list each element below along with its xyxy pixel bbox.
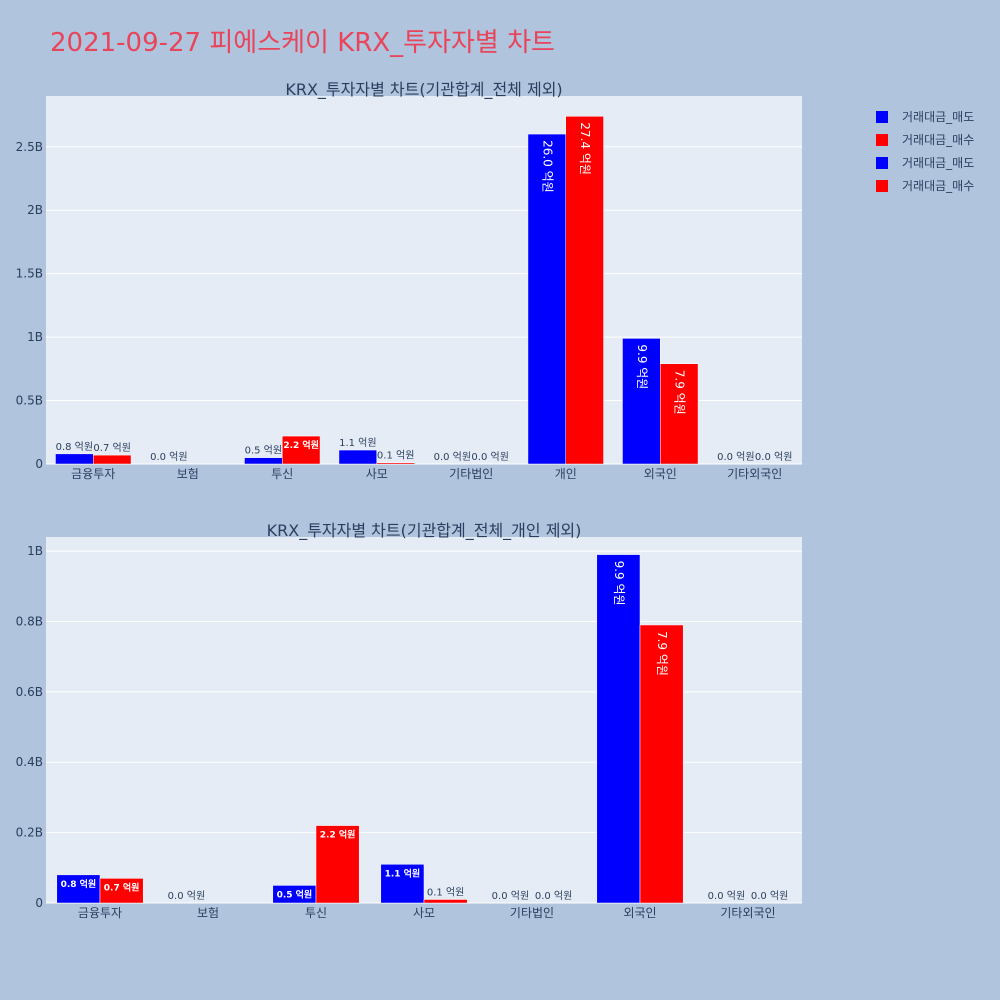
- y-tick-label: 0.2B: [16, 826, 43, 840]
- y-tick-label: 2.5B: [16, 140, 43, 154]
- y-tick-label: 0: [35, 457, 43, 471]
- data-label: 26.0 억원: [540, 140, 554, 193]
- data-label: 0.5 억원: [277, 888, 313, 900]
- bar[interactable]: [622, 338, 661, 465]
- chart-2: 0 0.2B 0.4B 0.6B 0.8B 1B KRX_투자자별 차트(기관합계_전체_개…: [16, 521, 802, 920]
- bar[interactable]: [596, 554, 641, 904]
- data-label: 9.9 억원: [612, 561, 626, 606]
- data-label: 27.4 억원: [578, 122, 592, 175]
- bar[interactable]: [380, 864, 425, 904]
- legend-label: 거래대금_매도: [902, 110, 975, 124]
- legend-item[interactable]: 거래대금_매도: [876, 105, 974, 128]
- data-label: 0.8 억원: [61, 878, 97, 890]
- data-label: 7.9 억원: [655, 631, 669, 676]
- data-label: 1.1 억원: [385, 867, 421, 879]
- data-label: 0.7 억원: [104, 881, 140, 893]
- legend-item[interactable]: 거래대금_매수: [876, 128, 974, 151]
- x-tick-label: 사모: [366, 467, 388, 481]
- bar[interactable]: [282, 435, 321, 465]
- data-label: 0.1 억원: [377, 450, 414, 462]
- x-tick-label: 금융투자: [78, 906, 122, 920]
- data-label: 9.9 억원: [635, 344, 649, 389]
- bar[interactable]: [93, 454, 132, 465]
- y-tick-label: 1.5B: [16, 267, 43, 281]
- x-tick-label: 투신: [305, 906, 327, 920]
- data-label: 0.0 억원: [471, 451, 508, 463]
- data-label: 0.0 억원: [755, 451, 792, 463]
- data-label: 0.7 억원: [93, 442, 130, 454]
- legend-swatch: [876, 179, 888, 192]
- data-label: 0.8 억원: [56, 441, 93, 453]
- data-label: 0.0 억원: [717, 451, 754, 463]
- data-label: 7.9 억원: [673, 370, 687, 415]
- legend-label: 거래대금_매수: [902, 133, 975, 147]
- y-tick-label: 0.8B: [16, 614, 43, 628]
- data-label: 2.2 억원: [283, 439, 319, 451]
- legend-item[interactable]: 거래대금_매수: [876, 174, 974, 197]
- y-tick-label: 2B: [27, 203, 43, 217]
- bar[interactable]: [55, 453, 94, 465]
- x-tick-label: 외국인: [623, 906, 656, 920]
- y-tick-label: 1B: [27, 330, 43, 344]
- bar[interactable]: [244, 457, 283, 465]
- bar[interactable]: [639, 624, 684, 904]
- legend-label: 거래대금_매도: [902, 156, 975, 170]
- bar[interactable]: [660, 363, 699, 465]
- data-label: 2.2 억원: [320, 829, 356, 841]
- bar[interactable]: [527, 133, 567, 465]
- bar[interactable]: [565, 116, 604, 465]
- plot-area: [46, 537, 802, 903]
- bar[interactable]: [376, 462, 415, 465]
- data-label: 0.1 억원: [427, 886, 464, 898]
- bar[interactable]: [423, 899, 468, 904]
- x-tick-label: 기타법인: [510, 906, 554, 920]
- x-tick-label: 사모: [413, 906, 435, 920]
- bar[interactable]: [99, 878, 144, 904]
- data-label: 0.0 억원: [492, 890, 529, 902]
- bar[interactable]: [338, 449, 378, 465]
- data-label: 0.0 억원: [535, 890, 572, 902]
- data-label: 0.0 억원: [434, 451, 471, 463]
- legend-swatch: [876, 110, 888, 123]
- data-label: 0.0 억원: [708, 890, 745, 902]
- legend-label: 거래대금_매수: [902, 179, 975, 193]
- data-label: 1.1 억원: [339, 437, 376, 449]
- x-tick-label: 보험: [177, 467, 199, 481]
- x-tick-label: 개인: [555, 467, 577, 481]
- bar[interactable]: [315, 825, 360, 904]
- x-tick-label: 기타외국인: [727, 467, 782, 481]
- y-tick-label: 0.4B: [16, 755, 43, 769]
- x-tick-label: 외국인: [644, 467, 677, 481]
- x-tick-label: 기타법인: [449, 467, 493, 481]
- legend: 거래대금_매도 거래대금_매수 거래대금_매도 거래대금_매수: [876, 105, 974, 197]
- data-label: 0.5 억원: [245, 445, 282, 457]
- page-title: 2021-09-27 피에스케이 KRX_투자자별 차트: [50, 28, 555, 58]
- bar[interactable]: [56, 874, 101, 904]
- y-tick-label: 0.6B: [16, 685, 43, 699]
- legend-swatch: [876, 156, 888, 169]
- y-tick-label: 0.5B: [16, 394, 43, 408]
- x-tick-label: 금융투자: [71, 467, 115, 481]
- x-tick-label: 보험: [197, 906, 219, 920]
- data-label: 0.0 억원: [751, 890, 788, 902]
- data-label: 0.0 억원: [168, 890, 205, 902]
- x-tick-label: 투신: [271, 467, 293, 481]
- chart-1: 0 0.5B 1B 1.5B 2B 2.5B KRX_투자자별 차트(기관합계_전체 제외)…: [16, 80, 802, 481]
- chart-title: KRX_투자자별 차트(기관합계_전체 제외): [285, 80, 562, 100]
- y-tick-label: 0: [35, 896, 43, 910]
- x-tick-label: 기타외국인: [720, 906, 775, 920]
- y-tick-label: 1B: [27, 544, 43, 558]
- data-label: 0.0 억원: [150, 451, 187, 463]
- legend-item[interactable]: 거래대금_매도: [876, 151, 974, 174]
- chart-title: KRX_투자자별 차트(기관합계_전체_개인 제외): [267, 521, 582, 541]
- legend-swatch: [876, 133, 888, 146]
